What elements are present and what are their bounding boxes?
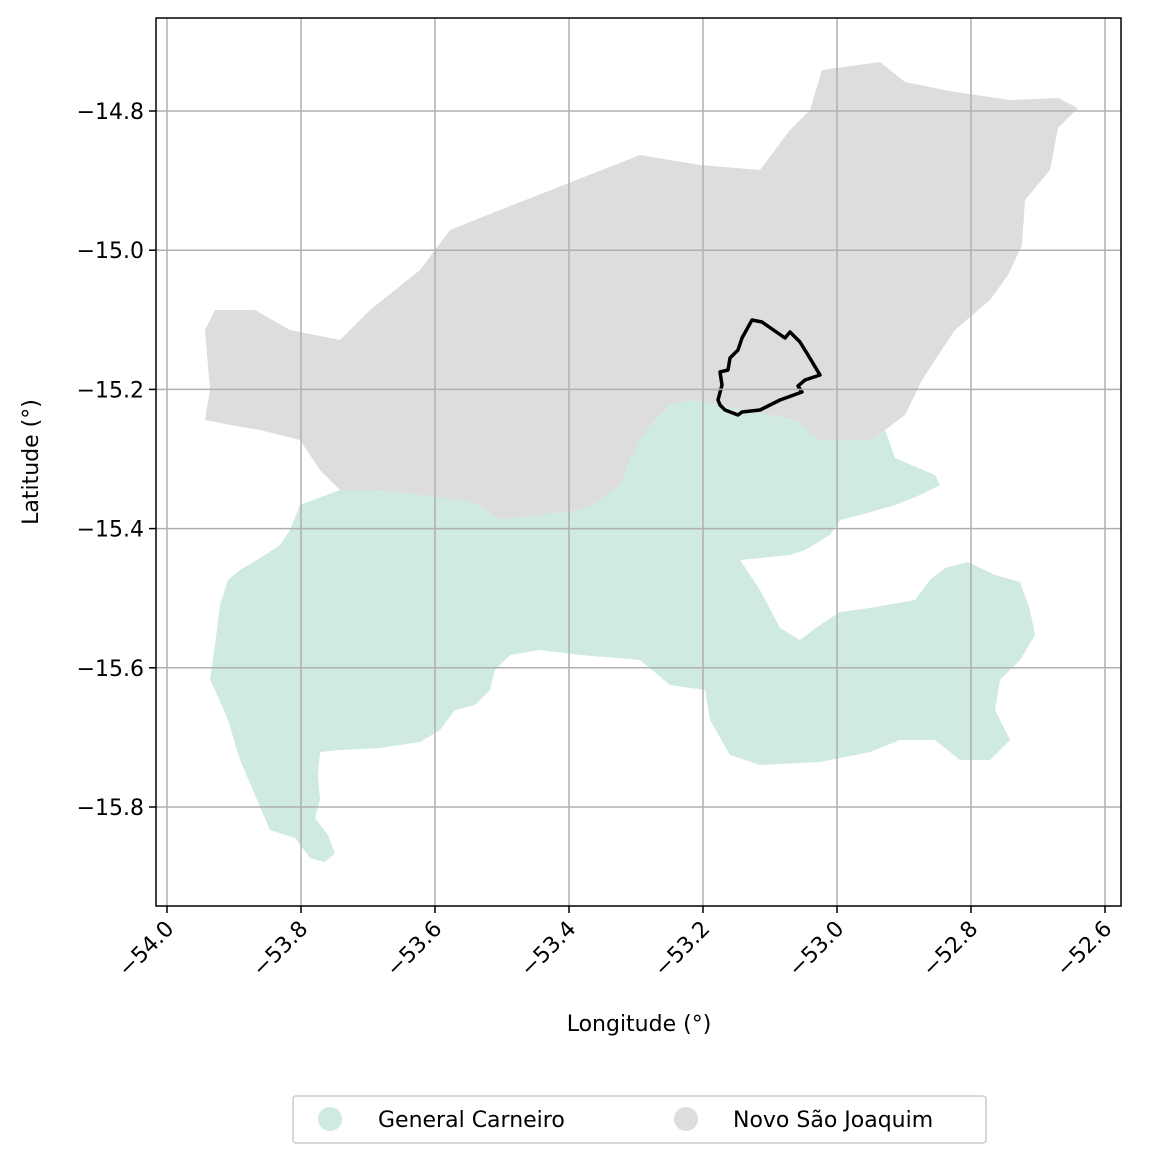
y-tick-label: −14.8 xyxy=(77,100,144,125)
y-tick-label: −15.4 xyxy=(77,518,144,543)
legend-marker-novo-sao-joaquim xyxy=(674,1107,698,1131)
legend-label-general-carneiro: General Carneiro xyxy=(378,1108,565,1133)
x-axis-label: Longitude (°) xyxy=(567,1012,712,1037)
x-tick-label: −53.2 xyxy=(650,917,715,982)
y-tick-label: −15.6 xyxy=(77,657,144,682)
x-ticks: −54.0 −53.8 −53.6 −53.4 −53.2 −53.0 −52.8 −52.6 xyxy=(114,906,1117,982)
x-tick-label: −52.6 xyxy=(1052,917,1117,982)
y-tick-label: −15.2 xyxy=(77,378,144,403)
x-tick-label: −53.6 xyxy=(382,917,447,982)
legend-label-novo-sao-joaquim: Novo São Joaquim xyxy=(733,1108,933,1133)
x-tick-label: −53.8 xyxy=(248,917,313,982)
x-tick-label: −54.0 xyxy=(114,917,179,982)
legend-marker-general-carneiro xyxy=(318,1107,342,1131)
y-axis-label: Latitude (°) xyxy=(19,399,44,525)
x-tick-label: −53.0 xyxy=(784,917,849,982)
x-tick-label: −53.4 xyxy=(516,917,581,982)
y-tick-label: −15.0 xyxy=(77,239,144,264)
y-ticks: −14.8 −15.0 −15.2 −15.4 −15.6 −15.8 xyxy=(77,100,156,821)
y-tick-label: −15.8 xyxy=(77,796,144,821)
legend: General Carneiro Novo São Joaquim xyxy=(293,1096,986,1143)
x-tick-label: −52.8 xyxy=(918,917,983,982)
